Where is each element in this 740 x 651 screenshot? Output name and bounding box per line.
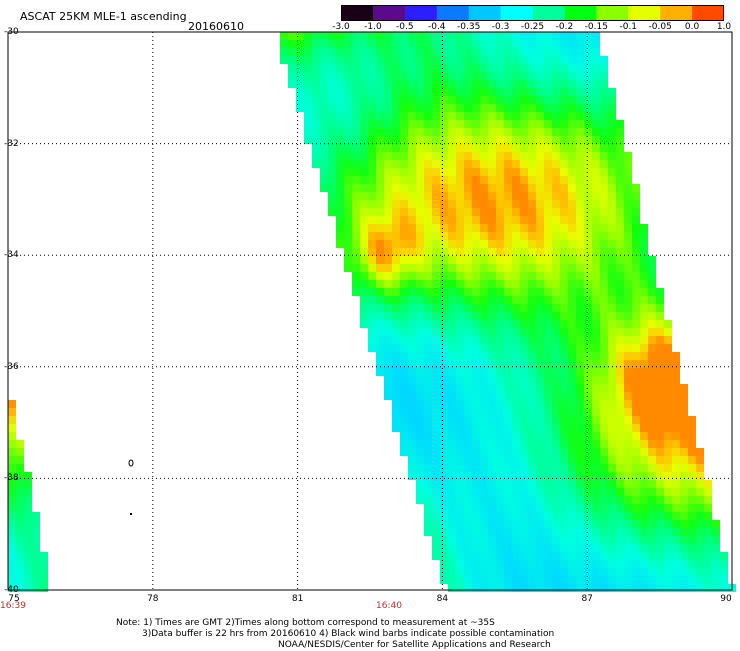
longitude-label: 90 [720,594,732,604]
colorbar-label: -0.35 [457,22,481,32]
longitude-label: 81 [291,594,304,604]
longitude-label: 78 [147,594,159,604]
colorbar-swatch [468,5,502,21]
swath-map [7,31,736,592]
colorbar-swatch [372,5,406,21]
colorbar-label: 1.0 [716,22,732,32]
map-date: 20160610 [188,20,244,33]
latitude-label: -34 [4,250,19,261]
latitude-label: -40 [4,585,19,595]
colorbar-label: 0.0 [684,22,700,32]
map-title: ASCAT 25KM MLE-1 ascending [20,10,187,23]
wind-speed-swath [8,32,736,592]
colorbar-label: -0.25 [520,22,545,32]
colorbar [341,5,724,21]
colorbar-swatch [404,5,438,21]
time-label-center: 16:40 [376,601,402,611]
longitude-label: 75 [8,594,20,604]
latitude-label: -30 [4,27,19,37]
colorbar-labels: -3.0 -1.0 -0.5 -0.4 -0.35 -0.3 -0.25 -0.2 -0.15 -… [0,0,740,40]
colorbar-swatch [564,5,597,21]
colorbar-label: -3.0 [332,22,350,32]
colorbar-swatch [532,5,565,21]
longitude-label: 87 [581,594,593,604]
latitude-label: -36 [4,361,19,372]
map-frame [7,31,733,591]
note-line-1: Note: 1) Times are GMT 2)Times along bot… [116,618,495,628]
colorbar-label: -0.5 [396,22,414,32]
note-line-3: NOAA/NESDIS/Center for Satellite Applica… [278,640,551,650]
latitude-label: -32 [4,138,19,149]
colorbar-label: -0.3 [491,22,510,32]
contamination-mark [128,459,134,467]
colorbar-label: -0.05 [648,22,672,32]
colorbar-label: -1.0 [364,22,382,32]
colorbar-swatch [596,5,629,21]
colorbar-swatch [660,5,693,21]
time-label-left: 16:39 [0,601,26,611]
note-line-2: 3)Data buffer is 22 hrs from 20160610 4)… [142,629,555,639]
colorbar-swatch [692,5,724,21]
colorbar-label: -0.1 [619,22,638,32]
colorbar-swatch [628,5,661,21]
colorbar-swatch [500,5,533,21]
colorbar-label: -0.2 [555,22,574,32]
colorbar-swatch [341,5,374,21]
colorbar-label: -0.4 [427,22,446,32]
colorbar-swatch [436,5,470,21]
colorbar-label: -0.15 [584,22,608,32]
longitude-label: 84 [436,594,449,604]
latitude-label: -38 [4,473,19,484]
contamination-mark [130,513,132,515]
